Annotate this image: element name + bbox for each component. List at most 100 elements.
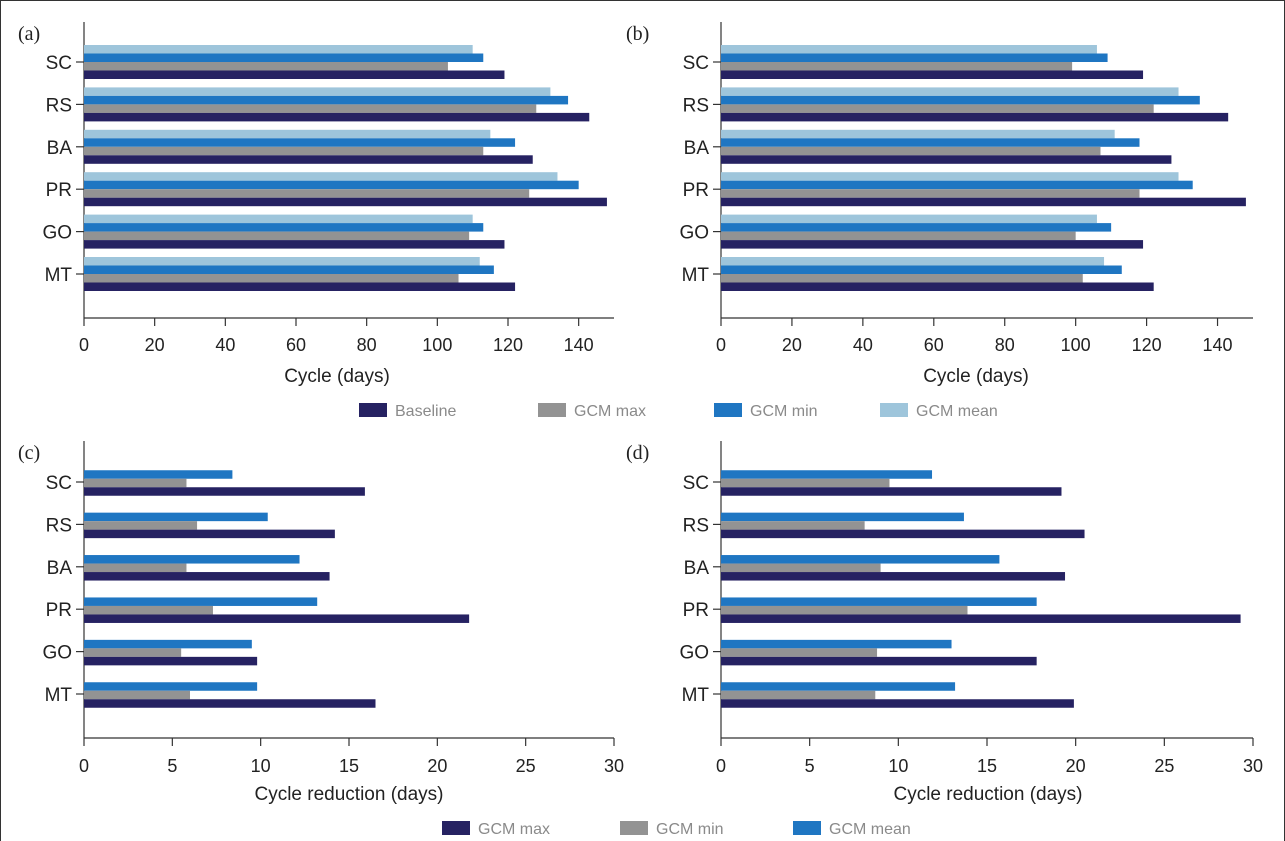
bar-pr-gcm-min: [721, 605, 968, 615]
category-label-pr: PR: [46, 180, 72, 201]
category-label-mt: MT: [682, 685, 710, 706]
category-label-rs: RS: [46, 95, 72, 116]
bar-pr-gcm-min: [84, 605, 213, 615]
x-tick-label: 60: [286, 335, 306, 355]
legend-top: Baseline GCM max GCM min GCM mean: [359, 403, 998, 420]
bar-go-gcm-mean: [721, 214, 1097, 224]
bar-ba-gcm-min: [721, 138, 1140, 147]
bar-go-gcm-min: [721, 223, 1112, 232]
bar-pr-gcm-mean: [721, 172, 1179, 181]
legend-label: GCM max: [574, 403, 646, 420]
chart-panel-a: (a) 0 20 40 60 80 100 120 140 Cycle (days) SC RS BA P…: [18, 22, 614, 387]
bar-rs-baseline: [721, 112, 1229, 122]
panel-label: (b): [626, 23, 649, 45]
bar-pr-gcm-mean: [84, 172, 558, 181]
category-label-rs: RS: [46, 515, 72, 536]
category-label-go: GO: [679, 223, 709, 244]
bar-sc-baseline: [84, 70, 505, 79]
legend-label: GCM max: [478, 821, 550, 838]
category-label-ba: BA: [47, 558, 73, 579]
bar-pr-gcm-max: [84, 614, 470, 623]
legend-swatch: [880, 403, 908, 417]
category-label-sc: SC: [46, 473, 72, 494]
x-tick-label: 10: [251, 756, 271, 776]
x-tick-label: 80: [995, 335, 1015, 355]
bar-mt-gcm-mean: [84, 682, 258, 691]
category-label-sc: SC: [683, 473, 709, 494]
bar-go-gcm-min: [84, 648, 182, 657]
legend-bottom: GCM max GCM min GCM mean: [442, 821, 911, 838]
x-tick-label: 5: [805, 756, 815, 776]
bar-sc-gcm-max: [721, 62, 1073, 71]
bar-pr-gcm-mean: [84, 597, 318, 606]
chart-panel-b: (b) 0 20 40 60 80 100 120 140 Cycle (days) SC RS BA P…: [626, 22, 1253, 387]
legend-label: GCM mean: [829, 821, 911, 838]
x-tick-label: 120: [493, 335, 523, 355]
bar-sc-gcm-mean: [721, 45, 1097, 54]
category-label-go: GO: [42, 643, 72, 664]
bar-ba-gcm-min: [84, 563, 187, 573]
category-label-ba: BA: [684, 558, 710, 579]
bar-ba-gcm-min: [84, 138, 516, 147]
bar-sc-baseline: [721, 70, 1144, 79]
bar-sc-gcm-min: [84, 478, 187, 488]
x-tick-label: 30: [604, 756, 624, 776]
bar-rs-gcm-min: [721, 521, 865, 530]
bar-pr-gcm-max: [84, 189, 530, 198]
legend-swatch: [620, 821, 648, 835]
category-label-pr: PR: [46, 600, 72, 621]
bar-mt-gcm-max: [721, 274, 1083, 283]
bar-pr-gcm-min: [721, 180, 1193, 190]
bar-mt-gcm-mean: [721, 682, 956, 691]
bar-mt-gcm-max: [84, 699, 376, 708]
bar-ba-gcm-min: [721, 563, 881, 573]
panel-label: (a): [18, 23, 40, 45]
bar-sc-gcm-mean: [721, 470, 933, 479]
x-tick-label: 0: [716, 335, 726, 355]
bar-go-gcm-mean: [84, 214, 473, 224]
bar-go-gcm-max: [721, 231, 1076, 241]
legend-swatch: [793, 821, 821, 835]
category-label-ba: BA: [684, 138, 710, 159]
bar-mt-baseline: [84, 282, 516, 291]
bar-rs-gcm-max: [721, 529, 1085, 539]
bar-pr-gcm-max: [721, 614, 1241, 623]
bar-mt-baseline: [721, 282, 1154, 291]
bar-sc-gcm-max: [84, 62, 448, 71]
bar-sc-gcm-max: [84, 487, 365, 496]
x-tick-label: 5: [167, 756, 177, 776]
x-axis-title: Cycle (days): [923, 366, 1029, 387]
category-label-go: GO: [42, 223, 72, 244]
bar-rs-gcm-max: [84, 104, 537, 113]
bar-rs-gcm-mean: [84, 512, 268, 522]
bar-ba-gcm-mean: [84, 129, 491, 139]
figure-frame-top: [0, 0, 1285, 1]
bar-ba-gcm-mean: [84, 555, 300, 564]
bar-sc-gcm-min: [84, 53, 484, 62]
x-tick-label: 60: [924, 335, 944, 355]
x-tick-label: 25: [1154, 756, 1174, 776]
bar-ba-gcm-mean: [721, 129, 1115, 139]
category-label-rs: RS: [683, 95, 709, 116]
legend-label: Baseline: [395, 403, 456, 420]
x-tick-label: 80: [357, 335, 377, 355]
category-label-go: GO: [679, 643, 709, 664]
x-tick-label: 40: [215, 335, 235, 355]
bar-rs-baseline: [84, 112, 590, 122]
category-label-mt: MT: [45, 265, 73, 286]
legend-swatch: [442, 821, 470, 835]
legend-swatch: [538, 403, 566, 417]
bar-rs-gcm-mean: [84, 87, 551, 96]
x-tick-label: 30: [1243, 756, 1263, 776]
bar-ba-baseline: [84, 155, 533, 164]
bar-rs-gcm-mean: [721, 512, 964, 522]
panel-label: (d): [626, 442, 649, 464]
x-tick-label: 15: [339, 756, 359, 776]
bar-rs-gcm-max: [721, 104, 1154, 113]
legend-label: GCM min: [656, 821, 724, 838]
x-axis-title: Cycle reduction (days): [893, 784, 1082, 805]
bar-sc-gcm-mean: [84, 45, 473, 54]
x-tick-label: 140: [564, 335, 594, 355]
x-tick-label: 0: [79, 335, 89, 355]
